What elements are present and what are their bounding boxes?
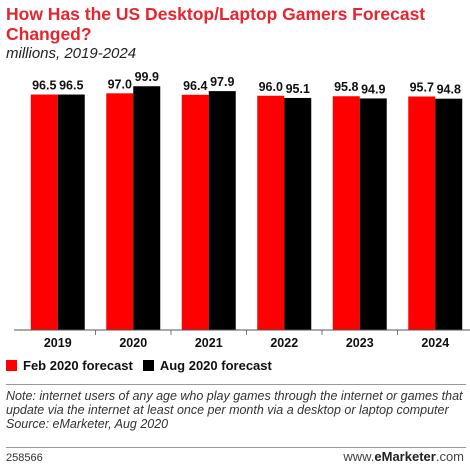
x-tick-label-2022: 2022 bbox=[270, 336, 298, 350]
value-label-feb-2019: 96.5 bbox=[32, 79, 56, 93]
chart-subtitle: millions, 2019-2024 bbox=[6, 45, 137, 62]
value-label-aug-2024: 94.8 bbox=[437, 83, 461, 97]
x-tick-label-2020: 2020 bbox=[119, 336, 147, 350]
value-label-feb-2021: 96.4 bbox=[183, 79, 207, 93]
bar-aug-2021 bbox=[208, 91, 236, 331]
x-tick-label-2021: 2021 bbox=[195, 336, 223, 350]
legend-label-feb: Feb 2020 forecast bbox=[23, 358, 133, 373]
x-tick-label-2024: 2024 bbox=[421, 336, 449, 350]
bar-aug-2020 bbox=[133, 86, 161, 330]
bar-feb-2022 bbox=[257, 95, 285, 330]
divider bbox=[6, 384, 466, 385]
bar-aug-2022 bbox=[284, 97, 312, 331]
legend-swatch-aug bbox=[142, 360, 154, 371]
legend-item-aug: Aug 2020 forecast bbox=[142, 358, 272, 373]
legend-item-feb: Feb 2020 forecast bbox=[6, 358, 133, 373]
bar-aug-2023 bbox=[359, 98, 387, 330]
value-label-feb-2022: 96.0 bbox=[259, 80, 283, 94]
value-label-aug-2020: 99.9 bbox=[135, 70, 159, 84]
value-label-feb-2024: 95.7 bbox=[410, 80, 434, 94]
brand-prefix: www. bbox=[343, 449, 375, 464]
value-label-aug-2023: 94.9 bbox=[361, 82, 385, 96]
bar-feb-2019 bbox=[30, 94, 58, 330]
value-label-aug-2022: 95.1 bbox=[286, 82, 310, 96]
value-label-aug-2019: 96.5 bbox=[59, 79, 83, 93]
footnote: Note: internet users of any age who play… bbox=[6, 389, 466, 431]
legend: Feb 2020 forecast Aug 2020 forecast bbox=[6, 358, 282, 373]
bar-feb-2024 bbox=[408, 96, 436, 330]
footer-divider bbox=[6, 447, 466, 448]
brand-name: eMarketer bbox=[374, 449, 436, 464]
legend-swatch-feb bbox=[6, 360, 17, 371]
legend-label-aug: Aug 2020 forecast bbox=[159, 358, 272, 373]
value-label-feb-2020: 97.0 bbox=[108, 77, 132, 91]
bar-aug-2024 bbox=[435, 98, 463, 330]
chart-id: 258566 bbox=[6, 452, 43, 464]
bar-aug-2019 bbox=[57, 94, 85, 330]
source-text: Source: eMarketer, Aug 2020 bbox=[6, 417, 169, 431]
bar-feb-2020 bbox=[106, 93, 134, 330]
bar-feb-2023 bbox=[332, 96, 360, 330]
chart-title: How Has the US Desktop/Laptop Gamers For… bbox=[6, 4, 426, 44]
value-label-feb-2023: 95.8 bbox=[334, 80, 358, 94]
brand-logo: www.eMarketer.com bbox=[343, 449, 464, 464]
x-tick-label-2023: 2023 bbox=[346, 336, 374, 350]
brand-suffix: .com bbox=[435, 449, 464, 464]
bar-chart: 96.5 96.5 2019 97.099.9 2020 96.4 97.9 2021 96.0… bbox=[14, 70, 470, 350]
value-label-aug-2021: 97.9 bbox=[210, 75, 234, 89]
note-text: Note: internet users of any age who play… bbox=[6, 389, 463, 417]
bar-feb-2021 bbox=[181, 94, 209, 330]
x-tick-label-2019: 2019 bbox=[44, 336, 72, 350]
